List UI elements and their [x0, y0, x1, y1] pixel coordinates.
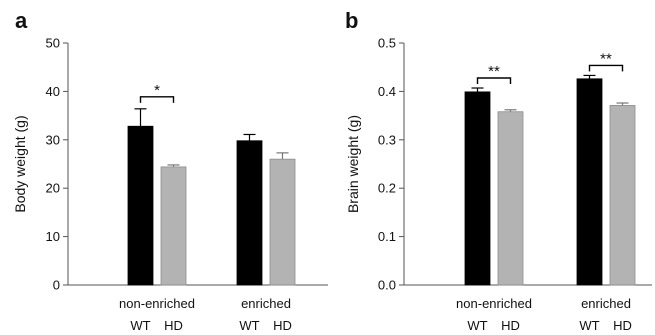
y-tick-label: 0.3 [378, 132, 396, 147]
significance-bracket [588, 64, 624, 72]
bar-label: HD [613, 318, 632, 333]
bar-hd [160, 166, 187, 286]
group-label: enriched [241, 296, 291, 311]
y-axis-title: Body weight (g) [12, 115, 28, 212]
significance-bracket [139, 96, 175, 103]
significance-label: ** [600, 50, 612, 67]
y-tick-label: 0.1 [378, 229, 396, 244]
bar-wt [236, 140, 263, 286]
group-label: non-enriched [119, 296, 195, 311]
bar-label: WT [467, 318, 487, 333]
y-tick-label: 0 [53, 278, 60, 293]
y-tick-label: 0.2 [378, 181, 396, 196]
bar-wt [576, 78, 603, 286]
y-tick-label: 50 [46, 36, 60, 51]
bar-label: HD [273, 318, 292, 333]
y-tick-label: 10 [46, 229, 60, 244]
bar-hd [269, 158, 296, 286]
bar-label: WT [130, 318, 150, 333]
y-tick-label: 30 [46, 132, 60, 147]
bar-label: HD [164, 318, 183, 333]
panel-a: a 0 10 20 30 40 50 Body weight (g) WT HD non-enric… [12, 8, 328, 333]
bar-hd [497, 111, 524, 286]
y-tick-label: 0.4 [378, 84, 396, 99]
y-tick-label: 20 [46, 181, 60, 196]
panel-letter: a [15, 8, 28, 33]
significance-label: ** [488, 63, 500, 80]
bar-wt [127, 125, 154, 286]
panel-b: b 0.0 0.1 0.2 0.3 0.4 0.5 Brain weight (g) WT HD n… [345, 8, 652, 333]
panel-letter: b [345, 8, 358, 33]
y-axis-title: Brain weight (g) [345, 115, 361, 213]
y-tick-label: 0.5 [378, 36, 396, 51]
bar-wt [464, 91, 491, 286]
group-label: non-enriched [456, 296, 532, 311]
group-label: enriched [581, 296, 631, 311]
bar-label: HD [501, 318, 520, 333]
y-tick-label: 0.0 [378, 278, 396, 293]
significance-label: * [154, 82, 160, 99]
bar-label: WT [239, 318, 259, 333]
bar-label: WT [579, 318, 599, 333]
significance-bracket [476, 77, 512, 85]
y-tick-label: 40 [46, 84, 60, 99]
bar-hd [609, 105, 636, 286]
